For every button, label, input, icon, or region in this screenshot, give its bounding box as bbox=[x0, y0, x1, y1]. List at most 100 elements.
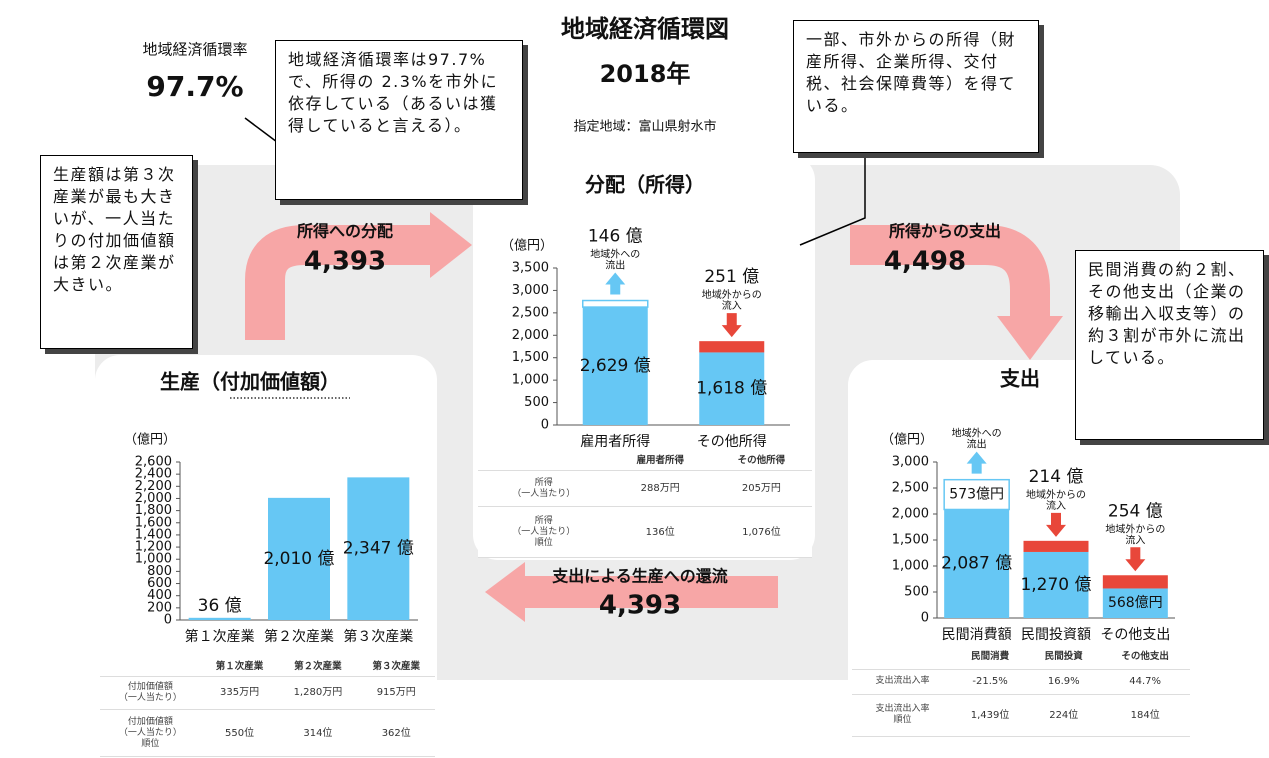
bar bbox=[944, 509, 1010, 618]
flow-out-arrow bbox=[966, 451, 987, 474]
y-tick-label: 1,500 bbox=[892, 533, 929, 548]
bar bbox=[1102, 588, 1168, 618]
callout: 生産額は第３次産業が最も大きいが、一人当たりの付加価値額は第２次産業が大きい。 bbox=[40, 155, 193, 349]
table-row: 支出流出入率 順位 1,439位 224位 184位 bbox=[852, 694, 1190, 738]
bar bbox=[699, 352, 765, 425]
value-label: 254 億 bbox=[1108, 501, 1163, 521]
callout: 地域経済循環率は97.7%で、所得の 2.3%を市外に依存している（あるいは獲得… bbox=[275, 40, 523, 200]
value-label: 2,629 億 bbox=[580, 356, 651, 376]
y-tick-label: 500 bbox=[904, 585, 929, 600]
flow-in-arrow bbox=[721, 313, 742, 338]
y-tick-label: 600 bbox=[147, 576, 172, 591]
x-tick-label: その他所得 bbox=[697, 433, 767, 450]
table-cell: 第２次産業 bbox=[278, 657, 358, 677]
value-label: 2,347 億 bbox=[343, 539, 414, 559]
table-cell: 支出流出入率 順位 bbox=[852, 694, 953, 738]
y-tick-label: 2,600 bbox=[135, 455, 172, 470]
callout: 一部、市外からの所得（財産所得、企業所得、交付税、社会保障費等）を得ている。 bbox=[793, 20, 1039, 153]
bar bbox=[347, 477, 410, 620]
table-cell: 1,076位 bbox=[710, 506, 812, 558]
table-cell bbox=[100, 657, 201, 677]
y-tick-label: 0 bbox=[164, 613, 172, 628]
table-cell: 184位 bbox=[1100, 694, 1190, 738]
table-cell: 288万円 bbox=[609, 470, 711, 508]
year: 2018年 bbox=[600, 60, 691, 88]
table-cell: 支出流出入率 bbox=[852, 669, 953, 695]
flow-out-arrow bbox=[605, 272, 626, 295]
y-tick-label: 3,000 bbox=[512, 283, 549, 298]
flow-arrowhead bbox=[485, 562, 525, 622]
region: 指定地域：富山県射水市 bbox=[573, 119, 716, 135]
table-cell: 所得 （一人当たり） 順位 bbox=[478, 506, 610, 558]
flow-annotation: 地域外への流出 bbox=[590, 248, 640, 272]
bar bbox=[268, 497, 330, 620]
flow-annotation: 地域外からの流入 bbox=[1026, 488, 1086, 512]
bar bbox=[1023, 540, 1089, 552]
bar bbox=[1023, 551, 1089, 618]
table-cell: 550位 bbox=[200, 709, 279, 757]
y-axis-label: （億円） bbox=[124, 432, 176, 448]
table-cell: 民間消費 bbox=[952, 645, 1028, 670]
y-axis-label: （億円） bbox=[501, 238, 553, 254]
value-label: 36 億 bbox=[198, 596, 242, 616]
table-cell bbox=[478, 450, 610, 472]
y-tick-label: 500 bbox=[524, 395, 549, 410]
flow-arrowhead bbox=[997, 316, 1063, 360]
y-tick-label: 1,600 bbox=[135, 515, 172, 530]
value-label: 2,010 億 bbox=[263, 549, 334, 569]
value-label: 251 億 bbox=[704, 267, 759, 287]
panel-title: 分配（所得） bbox=[585, 173, 705, 197]
y-tick-label: 0 bbox=[921, 611, 929, 626]
table-cell: その他所得 bbox=[710, 450, 812, 472]
table-cell: 205万円 bbox=[710, 470, 812, 508]
value-label: 1,270 億 bbox=[1020, 575, 1091, 595]
y-axis-label: （億円） bbox=[881, 432, 933, 448]
bar bbox=[1102, 575, 1168, 589]
pointer-line bbox=[244, 117, 278, 143]
y-tick-label: 3,000 bbox=[892, 455, 929, 470]
data-table: 雇用者所得 その他所得 所得 （一人当たり） 288万円 205万円 所得 （一人当たり）… bbox=[478, 450, 812, 558]
bar bbox=[699, 341, 765, 353]
x-tick-label: 第２次産業 bbox=[264, 628, 334, 645]
flow-label: 所得への分配 bbox=[297, 222, 393, 241]
y-tick-label: 1,000 bbox=[892, 559, 929, 574]
x-tick-label: 第３次産業 bbox=[343, 628, 413, 645]
y-tick-label: 2,500 bbox=[512, 305, 549, 320]
table-cell: 136位 bbox=[609, 506, 711, 558]
data-table: 民間消費 民間投資 その他支出 支出流出入率 -21.5% 16.9% 44.7% 支出流出入… bbox=[852, 645, 1190, 738]
flow-value: 4,498 bbox=[884, 247, 966, 277]
y-tick-label: 2,500 bbox=[892, 481, 929, 496]
panel-title: 支出 bbox=[1000, 367, 1040, 391]
flow-arrow bbox=[245, 225, 432, 340]
title: 地域経済循環図 bbox=[561, 15, 729, 43]
flow-value: 4,393 bbox=[599, 591, 681, 621]
flow-value: 4,393 bbox=[304, 247, 386, 277]
y-tick-label: 2,400 bbox=[135, 467, 172, 482]
flow-annotation: 地域外への流出 bbox=[952, 427, 1002, 451]
y-tick-label: 1,000 bbox=[135, 552, 172, 567]
table-cell: 第３次産業 bbox=[357, 657, 435, 677]
y-tick-label: 2,000 bbox=[135, 491, 172, 506]
table-cell: 民間投資 bbox=[1027, 645, 1101, 670]
flow-annotation: 地域外からの流入 bbox=[1105, 522, 1165, 546]
table-cell: 44.7% bbox=[1100, 669, 1190, 695]
y-tick-label: 3,500 bbox=[512, 261, 549, 276]
value-label: 573億円 bbox=[949, 487, 1004, 503]
table-row: 付加価値額 （一人当たり） 335万円 1,280万円 915万円 bbox=[100, 676, 435, 711]
x-tick-label: 雇用者所得 bbox=[580, 433, 650, 450]
flow-in-arrow bbox=[1125, 547, 1146, 572]
value-label: 146 億 bbox=[588, 227, 643, 247]
x-tick-label: 民間投資額 bbox=[1021, 627, 1091, 643]
y-tick-label: 800 bbox=[147, 564, 172, 579]
y-tick-label: 200 bbox=[147, 600, 172, 615]
y-tick-label: 1,800 bbox=[135, 503, 172, 518]
bar bbox=[582, 307, 648, 425]
table-cell: 1,280万円 bbox=[278, 676, 358, 711]
table-cell: 付加価値額 （一人当たり） 順位 bbox=[100, 709, 201, 757]
table-cell: 224位 bbox=[1027, 694, 1101, 738]
value-label: 1,618 億 bbox=[696, 379, 767, 399]
callout: 民間消費の約２割、その他支出（企業の移輸出入収支等）の約３割が市外に流出している… bbox=[1075, 250, 1264, 440]
flow-in-arrow bbox=[1046, 512, 1066, 537]
table-cell bbox=[852, 645, 953, 670]
table-cell: 362位 bbox=[357, 709, 435, 757]
